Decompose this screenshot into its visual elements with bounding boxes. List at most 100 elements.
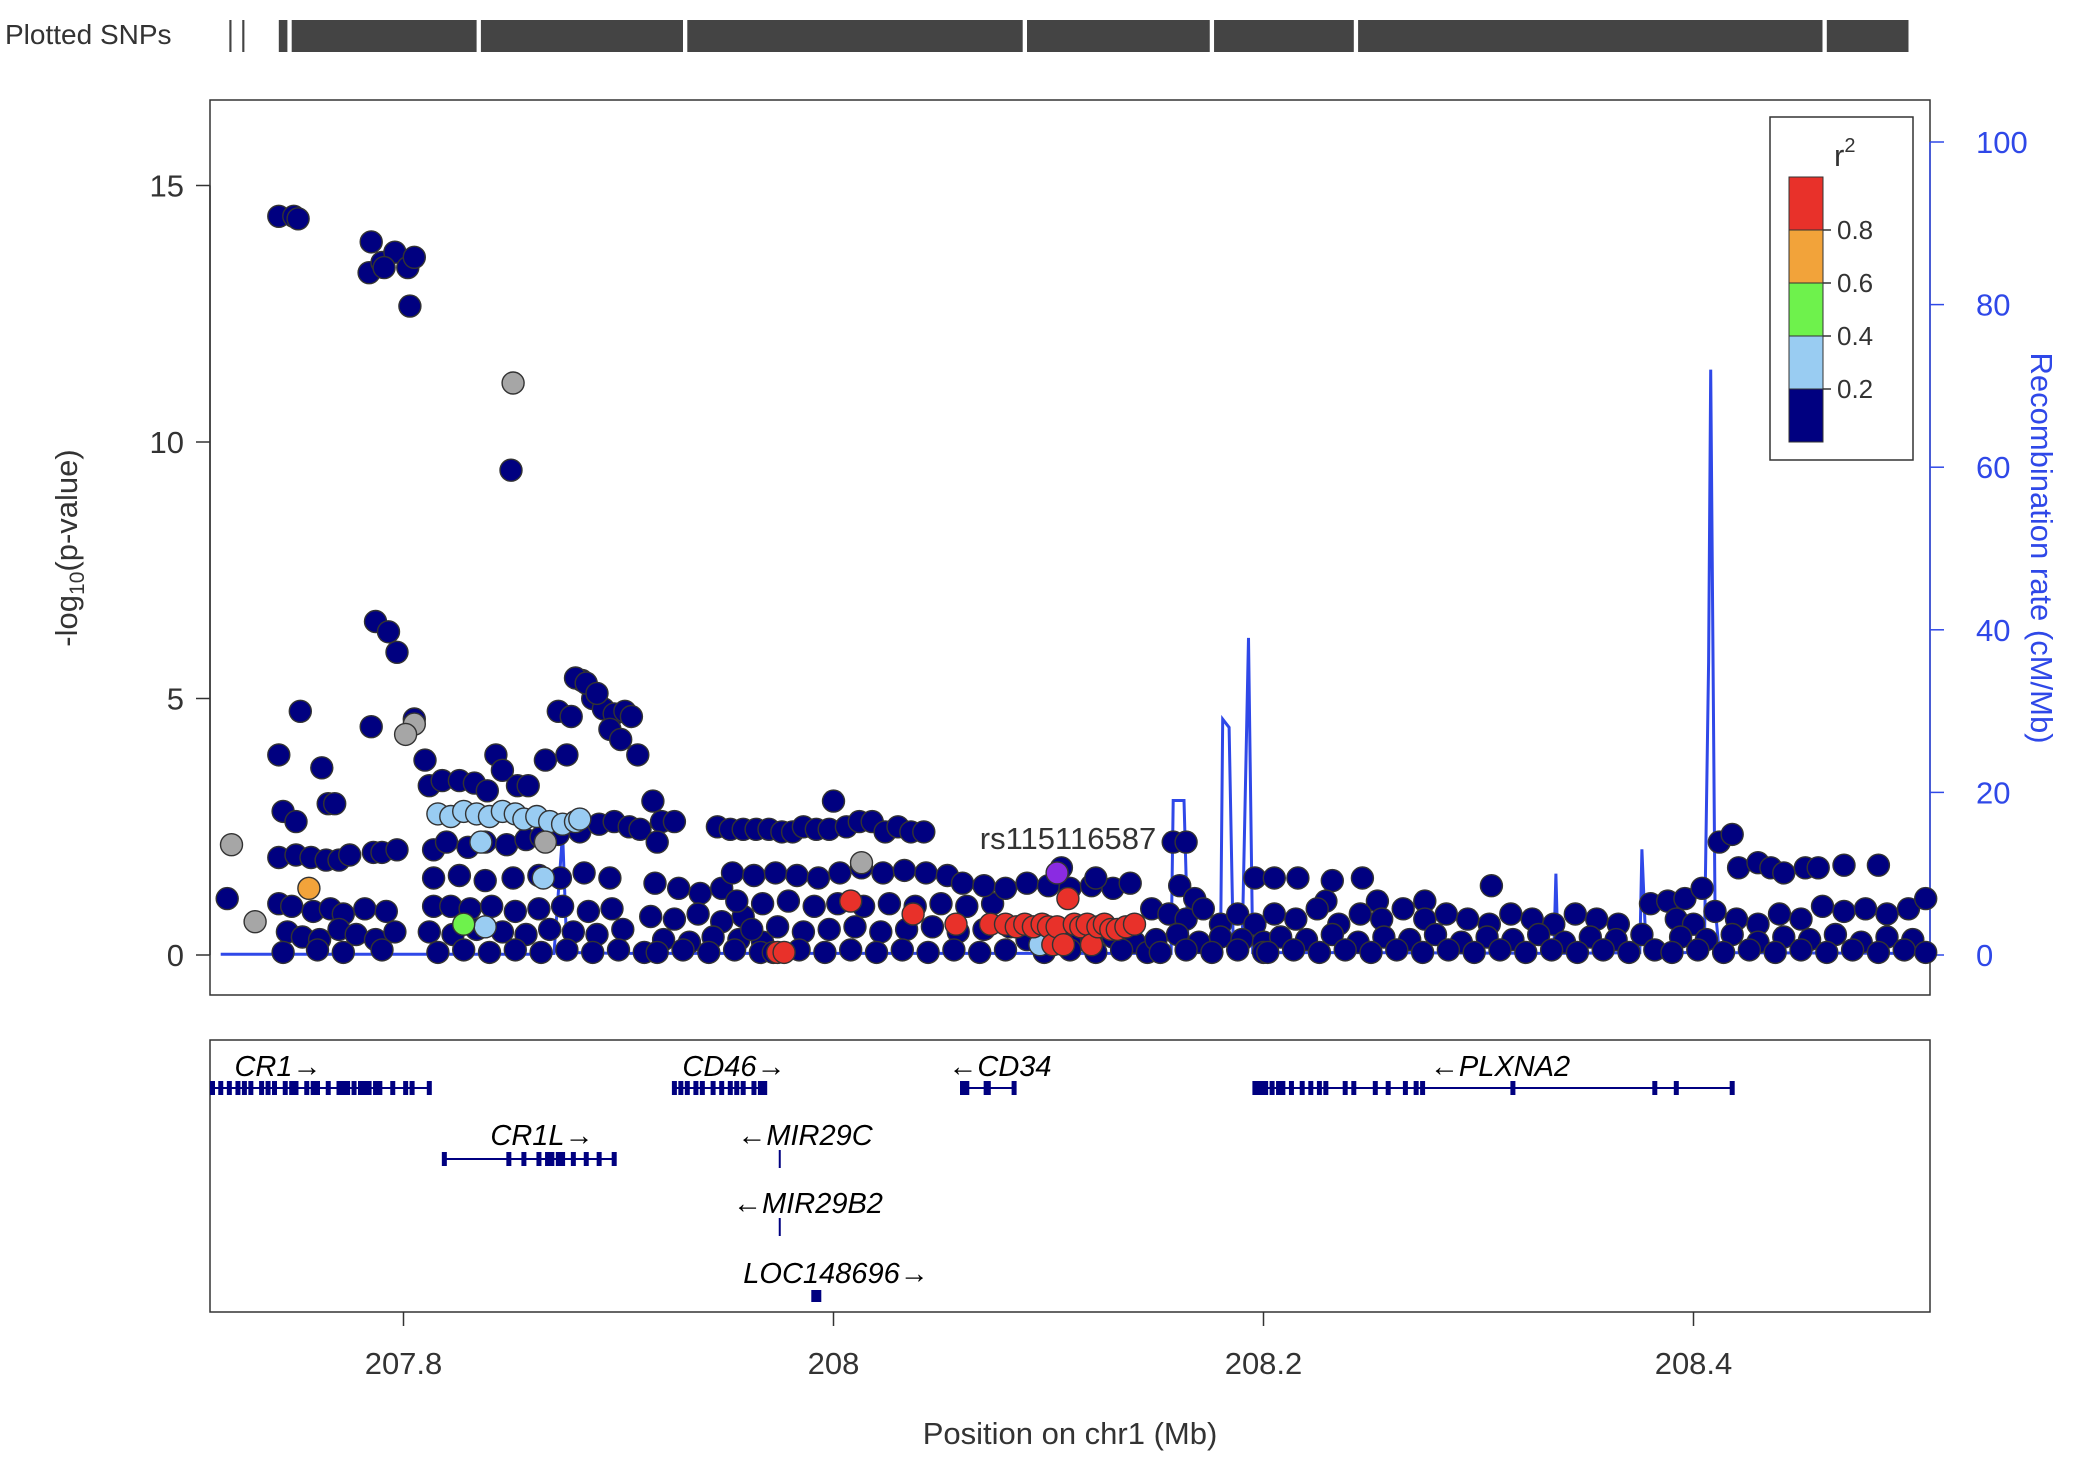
gene-exon: [1323, 1081, 1329, 1095]
snp-point-navy: [1359, 940, 1383, 965]
gene-exon: [1673, 1081, 1679, 1095]
snp-track-segment: [229, 20, 232, 52]
snp-point-navy: [550, 894, 575, 918]
gene-label: ←PLXNA2: [1430, 1051, 1570, 1083]
gene-exon: [1288, 1081, 1294, 1095]
snp-point-navy: [398, 294, 422, 318]
snp-point-navy: [1711, 940, 1736, 965]
gene-label: CR1→: [234, 1051, 321, 1083]
snp-point-navy: [555, 743, 579, 767]
snp-point-navy: [839, 938, 863, 962]
snp-point-navy: [452, 938, 476, 962]
snp-point-navy: [475, 779, 499, 803]
gene-label: CR1L→: [490, 1120, 593, 1152]
y2-tick-label: 0: [1976, 938, 1993, 973]
y2-axis-title: Recombination rate (cM/Mb): [2024, 352, 2059, 743]
gene-label: ←MIR29B2: [733, 1188, 883, 1220]
gene-exon: [426, 1081, 432, 1095]
snp-point-navy: [1174, 938, 1198, 962]
gene-exon: [560, 1152, 566, 1166]
gene-exon: [678, 1081, 684, 1095]
snp-point-navy: [1565, 940, 1590, 965]
snp-point-navy: [1737, 938, 1762, 962]
snp-point-red: [944, 912, 968, 936]
snp-point-grey: [393, 722, 418, 747]
snp-point-navy: [280, 894, 304, 918]
gene-exon: [282, 1081, 288, 1095]
snp-point-navy: [1243, 866, 1267, 890]
snp-point-navy: [892, 858, 917, 883]
snp-point-navy: [686, 902, 710, 926]
snp-point-navy: [559, 704, 583, 729]
gene-exon: [265, 1081, 271, 1095]
snp-point-navy: [310, 756, 334, 780]
snp-point-navy: [370, 938, 394, 962]
snp-point-navy: [1191, 897, 1216, 921]
snp-point-navy: [323, 792, 347, 816]
gene-exon: [336, 1081, 342, 1095]
snp-point-navy: [555, 938, 579, 962]
gene-exon: [403, 1081, 409, 1095]
y-axis-title: -log10(p-value): [49, 449, 89, 646]
gene-exon: [506, 1152, 512, 1166]
gene-exon: [1269, 1081, 1275, 1095]
legend-label: 0.2: [1837, 374, 1873, 404]
snp-point-navy: [413, 748, 437, 772]
snp-track-segment: [1826, 20, 1909, 52]
snp-point-navy: [286, 207, 310, 231]
gene-exon: [373, 1081, 379, 1095]
y-axis: 0 5 10 15: [150, 169, 211, 973]
legend-color-swatch: [1788, 229, 1824, 284]
legend-label: 0.6: [1837, 268, 1873, 298]
gene-label: ←CD34: [948, 1051, 1051, 1083]
gene-exon: [545, 1152, 551, 1166]
gene-exon: [1420, 1081, 1426, 1095]
gene-exon: [536, 1152, 542, 1166]
gene-exon: [740, 1081, 746, 1095]
gene-exon: [358, 1081, 363, 1095]
snp-point-navy: [869, 920, 893, 944]
snp-point-navy: [495, 833, 519, 857]
snp-point-navy: [916, 940, 940, 965]
snp-point-grey: [849, 851, 874, 875]
gene-exon: [1280, 1081, 1286, 1095]
gene-exon: [409, 1081, 415, 1095]
snp-point-navy: [1832, 853, 1856, 877]
snp-point-navy: [1385, 938, 1409, 962]
y2-tick-label: 100: [1976, 125, 2028, 160]
gene-exon: [340, 1081, 346, 1095]
y2-tick-label: 40: [1976, 613, 2010, 648]
snp-point-navy: [503, 938, 527, 962]
snp-point-navy: [890, 938, 914, 962]
snp-point-navy: [331, 940, 355, 965]
legend-title: r2: [1834, 135, 1855, 173]
snp-point-navy: [626, 743, 650, 767]
snp-point-navy: [1591, 938, 1615, 962]
gene-exon: [390, 1081, 396, 1095]
gene-exon: [1351, 1081, 1357, 1095]
snp-point-navy: [1479, 874, 1504, 898]
snp-point-navy: [1307, 940, 1332, 965]
snp-point-navy: [643, 871, 667, 895]
snp-point-navy: [353, 897, 377, 921]
gene-exon: [362, 1081, 368, 1095]
snp-point-navy: [1913, 940, 1938, 965]
snp-point-navy: [1539, 938, 1564, 962]
x-tick-label: 208.2: [1225, 1346, 1303, 1381]
snp-point-navy: [1660, 940, 1684, 965]
snp-point-navy: [1866, 940, 1891, 965]
snp-point-navy: [776, 889, 801, 913]
snp-point-navy: [750, 892, 775, 916]
snp-point-navy: [877, 892, 902, 916]
snp-point-navy: [1673, 886, 1697, 911]
x-axis: 207.8 208 208.2 208.4: [365, 1312, 1732, 1381]
snp-point-navy: [372, 255, 396, 280]
snp-point-navy: [1148, 940, 1173, 965]
snp-point-navy: [955, 894, 979, 918]
snp-point-navy: [1892, 938, 1916, 962]
snp-point-navy: [1810, 894, 1835, 918]
snp-point-navy: [215, 886, 239, 911]
snp-point-navy: [426, 940, 450, 965]
snp-point-navy: [1286, 866, 1310, 890]
snp-point-navy: [1348, 902, 1373, 926]
